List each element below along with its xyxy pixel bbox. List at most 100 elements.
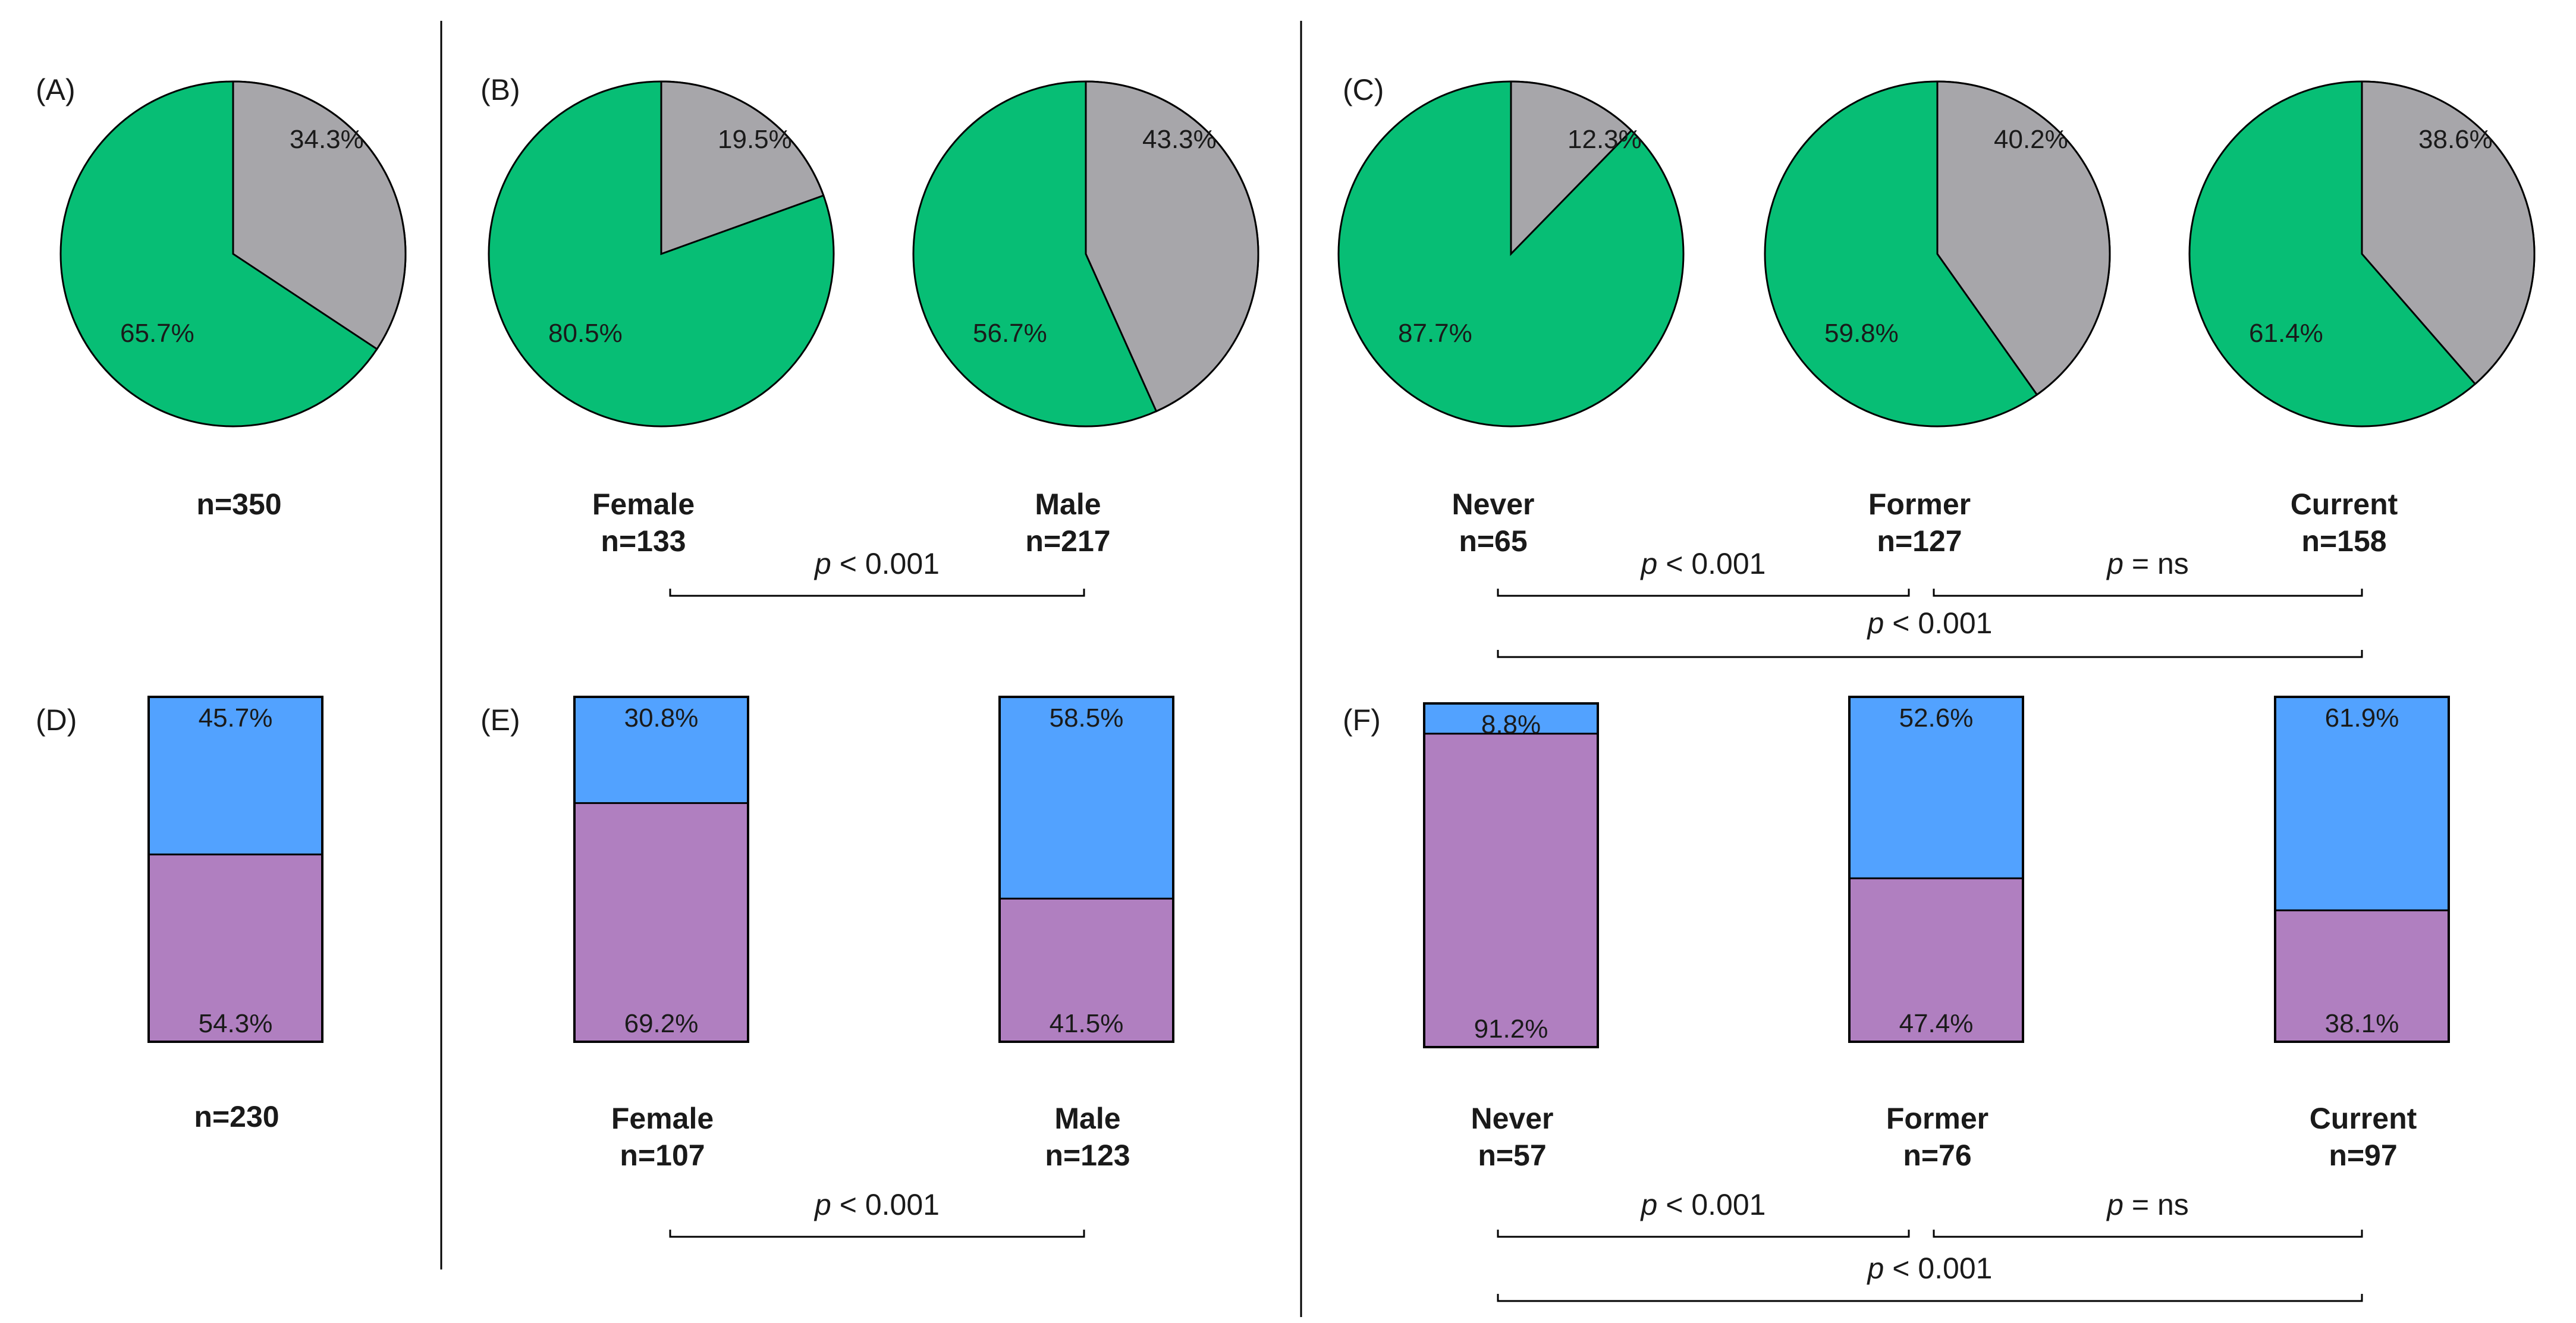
p-symbol: p — [813, 1188, 831, 1221]
bar-E-1-n: n=123 — [1045, 1139, 1130, 1172]
pie-B-0-label-grey: 19.5% — [718, 125, 792, 154]
p-symbol: p — [2106, 1188, 2123, 1221]
bar-E-1-outline — [998, 696, 1174, 1043]
p-text: < 0.001 — [1884, 606, 1992, 640]
pie-B-1-category: Male — [1035, 488, 1101, 521]
p-value-E-0: p < 0.001 — [813, 1188, 940, 1221]
bar-F-2-outline — [2274, 696, 2450, 1043]
bar-F-1-n: n=76 — [1903, 1139, 1971, 1172]
bar-F-0-n: n=57 — [1478, 1139, 1546, 1172]
bar-E-0-top — [574, 697, 748, 803]
bar-F-0-top — [1424, 703, 1598, 734]
pie-C-1-n: n=127 — [1877, 524, 1962, 558]
pie-C-2-category: Current — [2291, 488, 2398, 521]
p-text: < 0.001 — [831, 1188, 940, 1221]
bar-F-1-top-label: 52.6% — [1899, 703, 1974, 733]
bracket-F-2 — [1497, 1294, 2363, 1302]
bracket-F-1 — [1933, 1230, 2363, 1238]
pie-C-1-label-grey: 40.2% — [1994, 125, 2068, 154]
p-text: < 0.001 — [1657, 547, 1765, 580]
bar-F-2-category: Current — [2310, 1102, 2417, 1135]
pie-C-2-slice-grey — [2361, 80, 2536, 385]
p-symbol: p — [2106, 547, 2123, 580]
bar-E-1-top-label: 58.5% — [1050, 703, 1124, 733]
pie-C-0-label-grey: 12.3% — [1567, 125, 1642, 154]
bar-D-0-outline — [147, 696, 323, 1043]
pie-B-1-slice-grey — [1085, 80, 1259, 413]
bar-F-2-bottom — [2275, 910, 2449, 1042]
bar-F-2-top — [2275, 697, 2449, 911]
pie-C-2-label-green: 61.4% — [2249, 319, 2323, 348]
pie-B-0-category: Female — [592, 488, 695, 521]
bracket-C-2 — [1497, 650, 2363, 658]
pie-A-0-n: n=350 — [196, 488, 281, 521]
pie-B-0-slice-grey — [660, 80, 825, 256]
bar-F-2-top-label: 61.9% — [2325, 703, 2399, 733]
pie-A-0-label-green: 65.7% — [120, 319, 194, 348]
bar-F-1-top — [1849, 697, 2023, 879]
bar-E-0-top-label: 30.8% — [624, 703, 699, 733]
p-text: = ns — [2123, 1188, 2189, 1221]
bar-D-0-top-label: 45.7% — [199, 703, 273, 733]
pie-B-1-label-green: 56.7% — [973, 319, 1047, 348]
panel-label-b: (B) — [480, 73, 520, 106]
bracket-E-0 — [669, 1230, 1085, 1238]
p-value-C-2: p < 0.001 — [1867, 606, 1993, 640]
pie-C-0-label-green: 87.7% — [1398, 319, 1472, 348]
p-value-B-0: p < 0.001 — [813, 547, 940, 580]
bar-F-0-bottom — [1424, 733, 1598, 1047]
bar-F-0-category: Never — [1471, 1102, 1554, 1135]
p-value-C-0: p < 0.001 — [1640, 547, 1766, 580]
panel-label-e: (E) — [480, 703, 520, 737]
bar-E-1-bottom-label: 41.5% — [1050, 1009, 1124, 1038]
pie-C-1-slice-grey — [1936, 80, 2111, 396]
p-symbol: p — [1640, 547, 1658, 580]
p-text: < 0.001 — [1884, 1252, 1992, 1285]
bar-E-0-outline — [573, 696, 749, 1043]
p-text: < 0.001 — [1657, 1188, 1765, 1221]
bar-E-1-category: Male — [1054, 1102, 1120, 1135]
p-text: < 0.001 — [831, 547, 940, 580]
bracket-F-0 — [1497, 1230, 1910, 1238]
bar-F-1-outline — [1848, 696, 2024, 1043]
pie-A-0-label-grey: 34.3% — [290, 125, 364, 154]
pie-C-0-slice-grey — [1510, 80, 1633, 256]
bar-E-0-bottom — [574, 803, 748, 1042]
bar-F-0-outline — [1423, 702, 1599, 1048]
bar-F-1-bottom — [1849, 878, 2023, 1042]
pie-B-1-label-grey: 43.3% — [1142, 125, 1217, 154]
bracket-C-0 — [1497, 589, 1910, 597]
pie-C-0-category: Never — [1452, 488, 1535, 521]
bar-D-0-top — [149, 697, 322, 855]
bar-E-1-top — [1000, 697, 1173, 899]
pie-C-2-n: n=158 — [2301, 524, 2386, 558]
bar-E-1-bottom — [1000, 898, 1173, 1042]
bar-D-0-bottom — [149, 854, 322, 1042]
bar-E-0-n: n=107 — [620, 1139, 705, 1172]
p-value-F-1: p = ns — [2106, 1188, 2189, 1221]
p-symbol: p — [1640, 1188, 1658, 1221]
bar-F-0-bottom-label: 91.2% — [1474, 1014, 1548, 1044]
bar-E-0-bottom-label: 69.2% — [624, 1009, 699, 1038]
bar-F-0-top-label: 8.8% — [1481, 710, 1541, 739]
pie-C-1-category: Former — [1868, 488, 1971, 521]
panel-label-c: (C) — [1343, 73, 1384, 106]
p-value-C-1: p = ns — [2106, 547, 2189, 580]
bar-D-0-n: n=230 — [194, 1100, 279, 1133]
bracket-B-0 — [669, 589, 1085, 597]
panel-label-f: (F) — [1343, 703, 1381, 737]
p-value-F-0: p < 0.001 — [1640, 1188, 1766, 1221]
p-symbol: p — [1867, 1252, 1884, 1285]
p-symbol: p — [1867, 606, 1884, 640]
panel-label-a: (A) — [36, 73, 76, 106]
p-text: = ns — [2123, 547, 2189, 580]
chart-marks: 34.3%65.7%n=35019.5%80.5%Femalen=13343.3… — [59, 80, 2536, 1302]
bracket-C-1 — [1933, 589, 2363, 597]
bar-F-2-n: n=97 — [2329, 1139, 2397, 1172]
pie-A-0-slice-grey — [232, 80, 407, 351]
bar-F-1-bottom-label: 47.4% — [1899, 1009, 1974, 1038]
pie-B-0-label-green: 80.5% — [548, 319, 623, 348]
pie-B-1-n: n=217 — [1025, 524, 1110, 558]
bar-F-2-bottom-label: 38.1% — [2325, 1009, 2399, 1038]
